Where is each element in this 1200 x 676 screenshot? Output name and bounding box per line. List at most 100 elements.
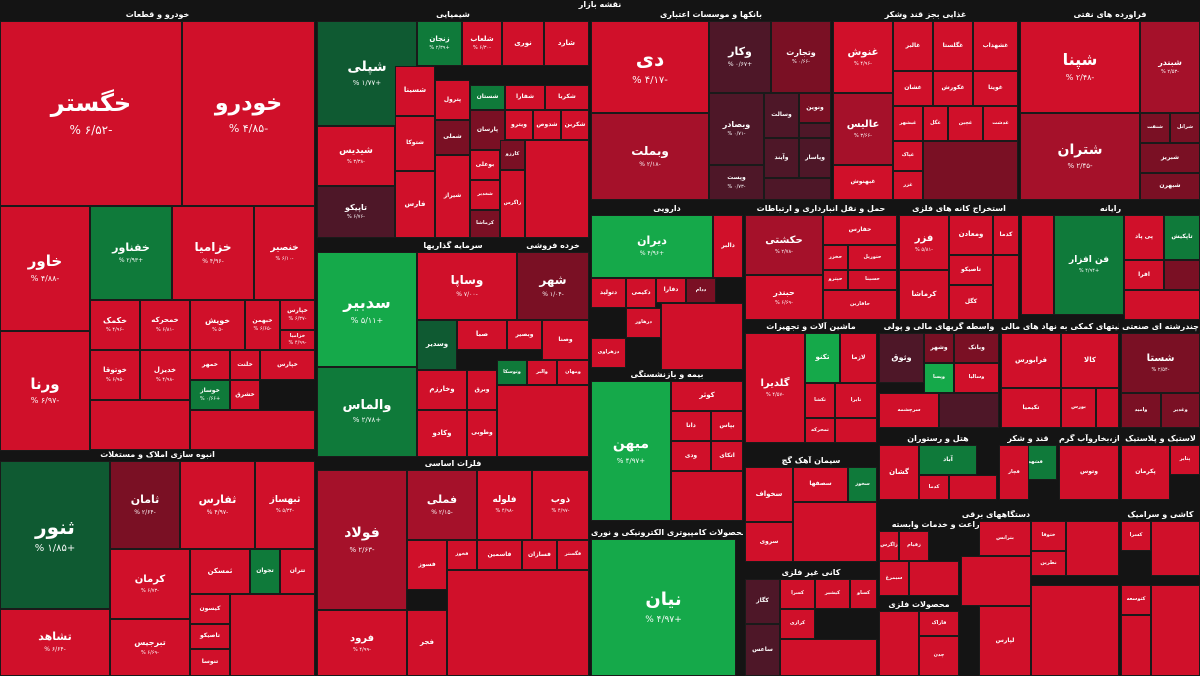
stock-tile[interactable]: تایرا [835, 383, 877, 418]
stock-tile[interactable]: بترانس [979, 521, 1031, 556]
stock-tile[interactable]: حکشتی % ۲/۷۸- [745, 215, 823, 275]
stock-tile[interactable]: ومعادن [949, 215, 993, 255]
stock-tile[interactable]: کگاز [745, 579, 780, 624]
stock-tile-small[interactable] [939, 393, 999, 428]
stock-tile-small[interactable] [1151, 521, 1200, 576]
stock-tile[interactable]: ختوقا [1031, 521, 1066, 551]
stock-tile[interactable]: خبهمن % ۶/۶۵- [245, 300, 280, 350]
stock-tile[interactable]: گلدیرا % ۴/۵۷- [745, 333, 805, 443]
stock-tile[interactable]: سصفها [793, 467, 848, 502]
stock-tile[interactable]: تنوسا [190, 649, 230, 676]
stock-tile[interactable]: غبشهر [893, 106, 923, 141]
stock-tile-small[interactable] [497, 385, 589, 457]
stock-tile[interactable]: کرمان % ۶/۷۳- [110, 549, 190, 619]
stock-tile-small[interactable] [835, 418, 877, 443]
stock-tile[interactable]: وکادو [417, 410, 467, 457]
stock-tile[interactable]: تتران [280, 549, 315, 594]
stock-tile[interactable]: تاپیکو % ۶/۷۶- [317, 186, 395, 238]
stock-tile-small[interactable] [190, 410, 315, 450]
stock-tile[interactable]: بپاس [711, 411, 743, 441]
stock-tile[interactable]: غچین [948, 106, 983, 141]
stock-tile[interactable]: ساعس [745, 624, 780, 676]
stock-tile[interactable]: فرود % ۴/۹۹- [317, 610, 407, 676]
stock-tile[interactable]: افرا [1124, 260, 1164, 290]
stock-tile[interactable]: تاصیکو [190, 624, 230, 649]
stock-tile[interactable]: زقیام [899, 531, 929, 561]
stock-tile[interactable]: بوعلی [470, 150, 500, 180]
stock-tile[interactable]: حخزر [823, 245, 848, 270]
stock-tile[interactable]: لازما [840, 333, 877, 383]
stock-tile[interactable]: فملی % ۲/۱۵- [407, 470, 477, 540]
stock-tile[interactable]: کساو [850, 579, 877, 609]
stock-tile[interactable]: نوری [502, 21, 544, 66]
stock-tile[interactable]: وتوسکا [497, 360, 527, 385]
stock-tile[interactable]: شیدیس% ۳/۳۸- [317, 126, 395, 186]
stock-tile[interactable]: آباد [919, 445, 977, 475]
stock-tile[interactable]: وساپا % ۷/۰۰- [417, 252, 517, 320]
stock-tile[interactable]: دانا [671, 411, 711, 441]
stock-tile[interactable]: خویش % ۵- [190, 300, 245, 350]
stock-tile[interactable]: پترول [435, 80, 470, 120]
stock-tile[interactable]: شپنا % ۲/۴۸- [1020, 21, 1140, 113]
stock-tile[interactable]: دکیمی [626, 278, 656, 308]
stock-tile[interactable]: گشان [879, 445, 919, 500]
stock-tile[interactable]: فن افزار% ۴/۹۴+ [1054, 215, 1124, 315]
stock-tile[interactable]: وتجارت % ۰/۶۶- [771, 21, 831, 93]
stock-tile[interactable]: کرماشا [470, 210, 500, 238]
stock-tile-small[interactable] [1096, 388, 1119, 428]
stock-tile[interactable]: کیشیر [815, 579, 850, 609]
stock-tile[interactable]: لپارس [979, 606, 1031, 676]
stock-tile[interactable]: حسینا [848, 270, 897, 290]
stock-tile[interactable]: خپارس [260, 350, 315, 380]
stock-tile[interactable]: دتولید [591, 278, 626, 308]
stock-tile[interactable]: حفارس [823, 215, 897, 245]
stock-tile[interactable]: شبریز [1140, 143, 1200, 173]
stock-tile[interactable]: ذوب% ۴/۹۷- [532, 470, 589, 540]
stock-tile[interactable]: شملی [435, 120, 470, 155]
stock-tile[interactable]: ویترو [505, 110, 533, 140]
stock-tile[interactable]: وپست% ۰/۷۳- [709, 165, 764, 200]
stock-tile[interactable]: قچار [999, 445, 1029, 500]
stock-tile[interactable]: خکمک % ۴/۹۶- [90, 300, 140, 350]
stock-tile[interactable]: اتکای [711, 441, 743, 471]
stock-tile[interactable]: وطوبی [467, 410, 497, 457]
stock-tile[interactable]: تبرجیس% ۶/۶۹- [110, 619, 190, 676]
stock-tile[interactable]: شبندر % ۲/۵۳- [1140, 21, 1200, 113]
stock-tile[interactable]: بورس [1061, 388, 1096, 428]
stock-tile[interactable]: وبانک [954, 333, 999, 363]
stock-tile[interactable]: فگستر [557, 540, 589, 570]
stock-tile[interactable]: شکربن [561, 110, 589, 140]
stock-tile[interactable]: شتران % ۲/۴۵- [1020, 113, 1140, 200]
stock-tile[interactable]: شسینا [395, 66, 435, 116]
stock-tile[interactable]: غکورش [933, 71, 973, 106]
stock-tile[interactable]: غدشت [983, 106, 1018, 141]
stock-tile[interactable]: والماس % ۲/۷۸+ [317, 367, 417, 457]
stock-tile[interactable]: غویتا [973, 71, 1018, 106]
stock-tile-small[interactable] [961, 556, 1031, 606]
stock-tile[interactable]: خفناور % ۲/۹۳+ [90, 206, 172, 300]
stock-tile[interactable]: فجر [407, 610, 447, 676]
stock-tile[interactable]: خگستر % ۶/۵۲- [0, 21, 182, 206]
stock-tile[interactable]: غالبر [893, 21, 933, 71]
stock-tile[interactable]: وکار % ۰/۶۷+ [709, 21, 771, 93]
stock-tile[interactable]: تجوان [250, 549, 280, 594]
stock-tile[interactable]: غبهنوش [833, 165, 893, 200]
stock-tile[interactable]: ثمسکن [190, 549, 250, 594]
stock-tile-small[interactable] [447, 570, 589, 676]
stock-tile[interactable]: وثوق [879, 333, 924, 383]
stock-tile[interactable]: ثفارس % ۴/۹۷- [180, 461, 255, 549]
stock-tile[interactable]: وامید [1121, 393, 1161, 428]
stock-tile[interactable]: فولاد % ۲/۶۳- [317, 470, 407, 610]
stock-tile[interactable]: فارس [395, 171, 435, 238]
stock-tile[interactable]: دزهراوی [591, 338, 626, 368]
stock-tile[interactable]: وبملت % ۲/۱۸- [591, 113, 709, 200]
stock-tile[interactable]: پی پاد [1124, 215, 1164, 260]
stock-tile[interactable]: شستا % ۲/۵۴- [1121, 333, 1200, 393]
stock-tile[interactable]: ورنا % ۶/۹۷- [0, 331, 90, 451]
stock-tile[interactable]: وسدیر [417, 320, 457, 370]
stock-tile[interactable]: غگلستا [933, 21, 973, 71]
stock-tile-small[interactable] [879, 611, 919, 676]
stock-tile[interactable]: غزر [893, 171, 923, 200]
stock-tile[interactable]: فاراک [919, 611, 959, 636]
stock-tile[interactable]: وپسا [924, 363, 954, 393]
